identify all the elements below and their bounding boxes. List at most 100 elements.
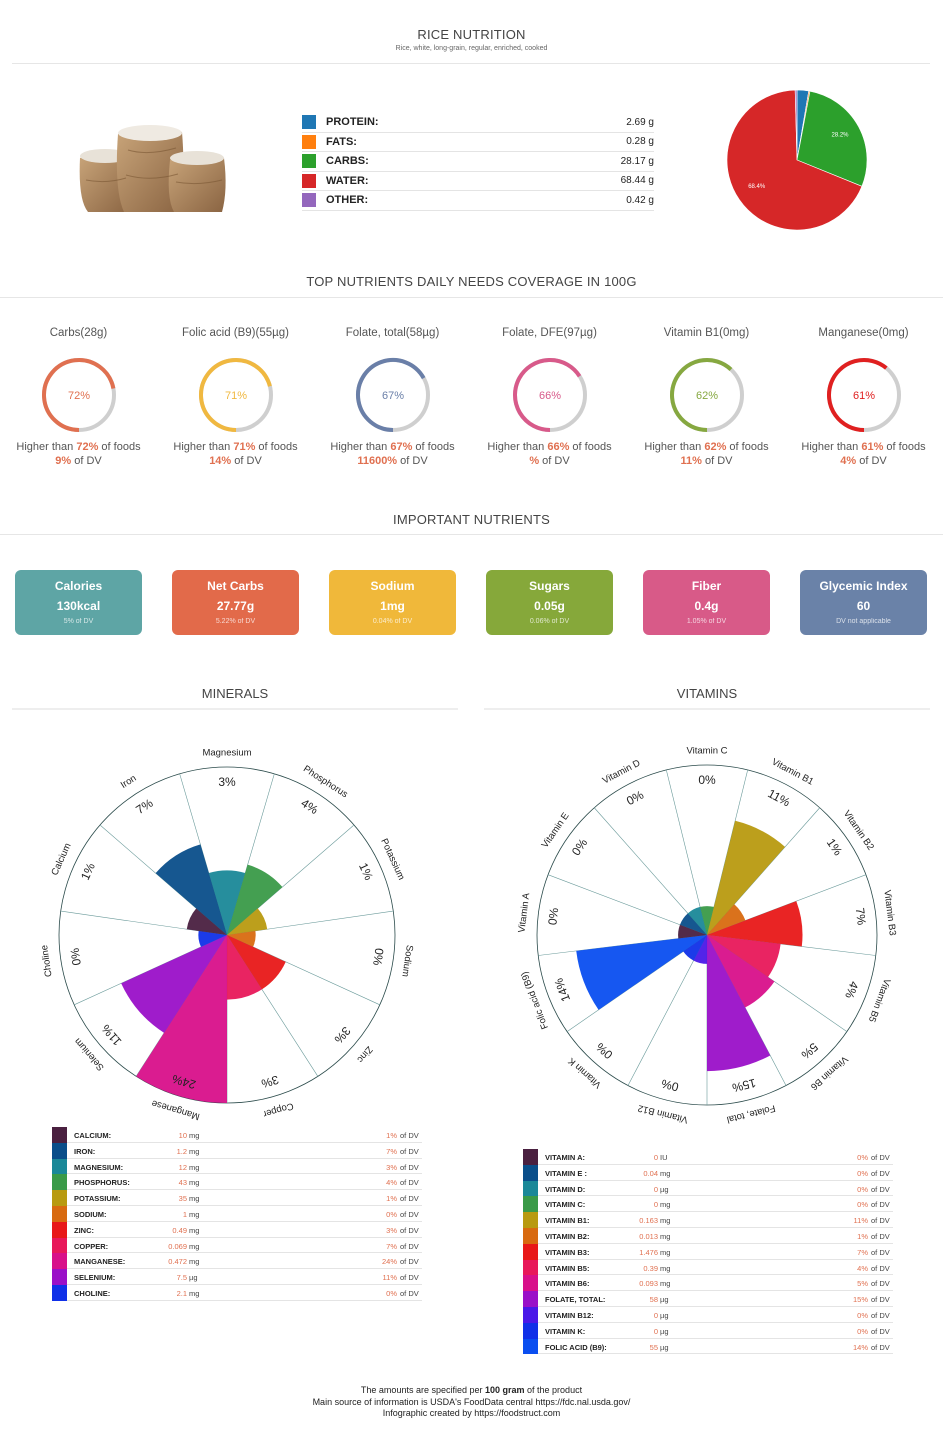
nutrient-unit: mg (660, 1247, 671, 1257)
gauge-percent: 72% (67, 390, 89, 402)
nutrient-unit: mg (660, 1279, 671, 1289)
gauge-percent: 67% (381, 390, 403, 402)
table-row: VITAMIN B1: 0.163 mg 11% of DV (523, 1212, 893, 1228)
nutrient-quantity: 0.013 (639, 1231, 658, 1241)
nutrient-dv-label: of DV (400, 1146, 419, 1156)
gauge-accent: 61% (861, 441, 884, 453)
color-swatch (52, 1269, 67, 1285)
polar-category-label: Vitamin E (540, 811, 572, 851)
gauge-progress-arc (198, 358, 272, 432)
gauge-text: Higher than (644, 441, 705, 453)
polar-spoke (706, 769, 748, 936)
color-swatch (52, 1174, 67, 1191)
footer-text: of the product (524, 1385, 583, 1395)
table-row: SELENIUM: 7.5 µg 11% of DV (52, 1269, 422, 1285)
polar-sector-vitamin-e (679, 913, 707, 935)
gauge-text: of DV (856, 455, 887, 467)
gauge-dv: 14% of DV (157, 455, 314, 467)
gauge-accent: 71% (233, 441, 256, 453)
nutrient-quantity: 55 (649, 1342, 658, 1352)
card-name: Sugars (529, 579, 570, 593)
table-row: VITAMIN A: 0 IU 0% of DV (523, 1149, 893, 1165)
coverage-gauge-folate-total: Folate, total(58µg) 67% Higher than 67% … (314, 327, 471, 467)
nutrient-name: VITAMIN B3: (545, 1247, 590, 1257)
gauge-higher-than: Higher than 72% of foods (0, 441, 157, 453)
gauge-higher-than: Higher than 71% of foods (157, 441, 314, 453)
gauge-higher-than: Higher than 62% of foods (628, 441, 785, 453)
card-dv: 5.22% of DV (215, 618, 256, 625)
nutrient-name: VITAMIN D: (545, 1184, 586, 1194)
macro-value: 28.17 g (620, 155, 654, 167)
nutrient-dv-label: of DV (400, 1288, 419, 1298)
gauge-text: of DV (231, 455, 262, 467)
nutrient-quantity: 0.472 (168, 1257, 187, 1267)
nutrient-quantity: 0.39 (643, 1263, 658, 1273)
nutrient-quantity: 0 (653, 1184, 658, 1194)
color-swatch (52, 1190, 67, 1206)
polar-value-label: 0% (698, 773, 716, 787)
polar-value-label: 1% (78, 860, 98, 882)
nutrient-dv-percent: 11% (853, 1216, 868, 1226)
nutrient-unit: mg (189, 1241, 200, 1251)
color-swatch (523, 1212, 538, 1228)
card-value: 0.4g (694, 599, 719, 613)
nutrient-quantity: 0 (653, 1153, 658, 1162)
gauge-text: of DV (71, 455, 102, 467)
gauge-progress-arc (355, 358, 425, 432)
color-swatch (523, 1306, 538, 1323)
nutrient-unit: mg (660, 1168, 671, 1178)
polar-category-label: Calcium (49, 841, 73, 877)
macro-row-carbs: CARBS: 28.17 g (302, 152, 654, 172)
polar-value-label: 0% (68, 947, 84, 966)
gauge-accent: 9% (55, 455, 72, 467)
nutrient-dv-label: of DV (871, 1279, 890, 1289)
nutrient-unit: mg (189, 1146, 200, 1156)
nutrient-dv-label: of DV (871, 1216, 890, 1226)
table-row: IRON: 1.2 mg 7% of DV (52, 1142, 422, 1159)
polar-value-label: 3% (259, 1072, 280, 1090)
table-row: VITAMIN B5: 0.39 mg 4% of DV (523, 1259, 893, 1276)
nutrient-unit: mg (189, 1257, 200, 1267)
polar-value-label: 4% (842, 979, 861, 1000)
vitamins-table: VITAMIN A: 0 IU 0% of DV VITAMIN E :0.04 mg 0% o… (523, 1149, 893, 1355)
gauge-text: of foods (255, 441, 298, 453)
gauge-progress-arc (512, 358, 581, 432)
gauge-progress-arc (41, 358, 115, 432)
gauge-accent: 67% (390, 441, 413, 453)
gauge-text: of foods (726, 441, 769, 453)
nutrient-name: VITAMIN E : (545, 1168, 587, 1178)
polar-value-label: 0% (624, 788, 646, 809)
color-swatch (523, 1338, 538, 1355)
nutrient-dv-percent: 1% (386, 1194, 397, 1204)
nutrient-dv-percent: 7% (386, 1241, 397, 1251)
card-name: Glycemic Index (819, 579, 908, 593)
polar-value-label: 5% (798, 1040, 821, 1062)
color-swatch (523, 1227, 538, 1244)
nutrient-name: IRON: (74, 1146, 96, 1156)
polar-value-label: 1% (356, 861, 376, 883)
coverage-title: TOP NUTRIENTS DAILY NEEDS COVERAGE IN 10… (306, 274, 637, 289)
polar-sector-vitamin-b12 (693, 935, 707, 964)
card-net-carbs: Net Carbs 27.77g 5.22% of DV (172, 570, 299, 635)
color-swatch (52, 1253, 67, 1270)
macro-name: OTHER: (326, 194, 369, 207)
polar-value-label: 14% (551, 976, 573, 1004)
table-row: CHOLINE: 2.1 mg 0% of DV (52, 1284, 422, 1301)
gauge-ring: 61% (826, 358, 901, 432)
polar-spoke (226, 910, 394, 936)
nutrient-unit: mg (189, 1288, 200, 1298)
gauge-ring: 71% (198, 358, 273, 432)
nutrient-unit: µg (660, 1295, 669, 1305)
gauge-percent: 71% (224, 390, 246, 402)
polar-category-label: Folic acid (B9) (519, 970, 551, 1031)
nutrient-dv-percent: 4% (386, 1178, 397, 1188)
card-glycemic-index: Glycemic Index 60 DV not applicable (800, 570, 927, 635)
polar-value-label: 3% (331, 1024, 353, 1047)
card-value: 130kcal (56, 599, 101, 613)
color-swatch (52, 1237, 67, 1254)
gauge-percent: 61% (852, 390, 874, 402)
nutrient-dv-percent: 0% (857, 1168, 868, 1178)
table-row: VITAMIN K: 0 µg 0% of DV (523, 1322, 893, 1339)
table-row: VITAMIN B3: 1.476 mg 7% of DV (523, 1243, 893, 1260)
gauge-ring: 62% (669, 358, 744, 432)
